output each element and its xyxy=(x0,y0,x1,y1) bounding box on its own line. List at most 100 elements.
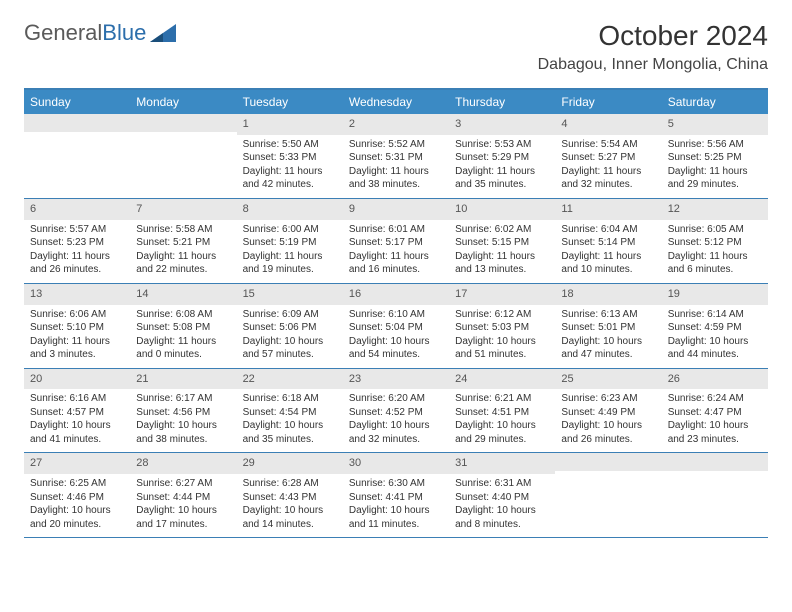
day-content: Sunrise: 6:27 AMSunset: 4:44 PMDaylight:… xyxy=(130,474,236,537)
sunset-text: Sunset: 5:01 PM xyxy=(561,321,655,335)
day-cell: 3Sunrise: 5:53 AMSunset: 5:29 PMDaylight… xyxy=(449,114,555,198)
sunset-text: Sunset: 4:49 PM xyxy=(561,406,655,420)
day-number: 27 xyxy=(24,453,130,474)
sunset-text: Sunset: 5:14 PM xyxy=(561,236,655,250)
day-content: Sunrise: 6:13 AMSunset: 5:01 PMDaylight:… xyxy=(555,305,661,368)
daylight-text: Daylight: 11 hours and 3 minutes. xyxy=(30,335,124,362)
daylight-text: Daylight: 11 hours and 10 minutes. xyxy=(561,250,655,277)
day-content: Sunrise: 6:21 AMSunset: 4:51 PMDaylight:… xyxy=(449,389,555,452)
day-content xyxy=(24,132,130,182)
day-content: Sunrise: 6:20 AMSunset: 4:52 PMDaylight:… xyxy=(343,389,449,452)
day-cell: 23Sunrise: 6:20 AMSunset: 4:52 PMDayligh… xyxy=(343,369,449,453)
day-cell: 10Sunrise: 6:02 AMSunset: 5:15 PMDayligh… xyxy=(449,199,555,283)
day-number: 29 xyxy=(237,453,343,474)
sunrise-text: Sunrise: 6:14 AM xyxy=(668,308,762,322)
daylight-text: Daylight: 10 hours and 14 minutes. xyxy=(243,504,337,531)
day-content: Sunrise: 6:23 AMSunset: 4:49 PMDaylight:… xyxy=(555,389,661,452)
day-cell: 1Sunrise: 5:50 AMSunset: 5:33 PMDaylight… xyxy=(237,114,343,198)
day-number: 23 xyxy=(343,369,449,390)
day-content: Sunrise: 5:56 AMSunset: 5:25 PMDaylight:… xyxy=(662,135,768,198)
day-number: 4 xyxy=(555,114,661,135)
daylight-text: Daylight: 10 hours and 35 minutes. xyxy=(243,419,337,446)
day-number: 5 xyxy=(662,114,768,135)
daylight-text: Daylight: 10 hours and 41 minutes. xyxy=(30,419,124,446)
sunset-text: Sunset: 4:47 PM xyxy=(668,406,762,420)
sunset-text: Sunset: 4:44 PM xyxy=(136,491,230,505)
sunrise-text: Sunrise: 5:58 AM xyxy=(136,223,230,237)
day-cell: 11Sunrise: 6:04 AMSunset: 5:14 PMDayligh… xyxy=(555,199,661,283)
day-cell: 21Sunrise: 6:17 AMSunset: 4:56 PMDayligh… xyxy=(130,369,236,453)
sunrise-text: Sunrise: 6:02 AM xyxy=(455,223,549,237)
daylight-text: Daylight: 11 hours and 29 minutes. xyxy=(668,165,762,192)
day-cell: 30Sunrise: 6:30 AMSunset: 4:41 PMDayligh… xyxy=(343,453,449,537)
daylight-text: Daylight: 11 hours and 19 minutes. xyxy=(243,250,337,277)
daylight-text: Daylight: 11 hours and 26 minutes. xyxy=(30,250,124,277)
daylight-text: Daylight: 10 hours and 17 minutes. xyxy=(136,504,230,531)
day-number: 20 xyxy=(24,369,130,390)
sunrise-text: Sunrise: 6:04 AM xyxy=(561,223,655,237)
sunset-text: Sunset: 4:43 PM xyxy=(243,491,337,505)
day-number: 28 xyxy=(130,453,236,474)
sunset-text: Sunset: 4:54 PM xyxy=(243,406,337,420)
daylight-text: Daylight: 10 hours and 20 minutes. xyxy=(30,504,124,531)
sunset-text: Sunset: 5:31 PM xyxy=(349,151,443,165)
day-number xyxy=(24,114,130,132)
day-content: Sunrise: 6:28 AMSunset: 4:43 PMDaylight:… xyxy=(237,474,343,537)
sunset-text: Sunset: 5:12 PM xyxy=(668,236,762,250)
day-number: 25 xyxy=(555,369,661,390)
day-number: 24 xyxy=(449,369,555,390)
day-number: 22 xyxy=(237,369,343,390)
sunset-text: Sunset: 5:17 PM xyxy=(349,236,443,250)
sunrise-text: Sunrise: 6:21 AM xyxy=(455,392,549,406)
sunrise-text: Sunrise: 6:31 AM xyxy=(455,477,549,491)
day-cell: 26Sunrise: 6:24 AMSunset: 4:47 PMDayligh… xyxy=(662,369,768,453)
day-cell xyxy=(662,453,768,537)
day-number: 7 xyxy=(130,199,236,220)
sunset-text: Sunset: 4:52 PM xyxy=(349,406,443,420)
day-number: 19 xyxy=(662,284,768,305)
day-content: Sunrise: 6:25 AMSunset: 4:46 PMDaylight:… xyxy=(24,474,130,537)
sunrise-text: Sunrise: 6:20 AM xyxy=(349,392,443,406)
sunset-text: Sunset: 4:40 PM xyxy=(455,491,549,505)
day-cell xyxy=(130,114,236,198)
sunset-text: Sunset: 4:59 PM xyxy=(668,321,762,335)
sunrise-text: Sunrise: 6:00 AM xyxy=(243,223,337,237)
day-cell xyxy=(555,453,661,537)
sunrise-text: Sunrise: 5:53 AM xyxy=(455,138,549,152)
sunrise-text: Sunrise: 5:54 AM xyxy=(561,138,655,152)
daylight-text: Daylight: 10 hours and 26 minutes. xyxy=(561,419,655,446)
daylight-text: Daylight: 10 hours and 8 minutes. xyxy=(455,504,549,531)
day-cell: 19 Sunrise: 6:14 AMSunset: 4:59 PMDayligh… xyxy=(662,284,768,368)
weekday-tuesday: Tuesday xyxy=(237,90,343,114)
day-content: Sunrise: 6:12 AMSunset: 5:03 PMDaylight:… xyxy=(449,305,555,368)
daylight-text: Daylight: 11 hours and 42 minutes. xyxy=(243,165,337,192)
day-content: Sunrise: 5:57 AMSunset: 5:23 PMDaylight:… xyxy=(24,220,130,283)
sunrise-text: Sunrise: 5:52 AM xyxy=(349,138,443,152)
title-block: October 2024 Dabagou, Inner Mongolia, Ch… xyxy=(538,20,768,74)
day-content: Sunrise: 6:09 AMSunset: 5:06 PMDaylight:… xyxy=(237,305,343,368)
brand-triangle-icon xyxy=(150,24,176,42)
day-number: 26 xyxy=(662,369,768,390)
sunset-text: Sunset: 5:10 PM xyxy=(30,321,124,335)
daylight-text: Daylight: 10 hours and 11 minutes. xyxy=(349,504,443,531)
weekday-saturday: Saturday xyxy=(662,90,768,114)
sunrise-text: Sunrise: 6:28 AM xyxy=(243,477,337,491)
daylight-text: Daylight: 10 hours and 44 minutes. xyxy=(668,335,762,362)
weekday-header-row: SundayMondayTuesdayWednesdayThursdayFrid… xyxy=(24,90,768,114)
week-row: 13Sunrise: 6:06 AMSunset: 5:10 PMDayligh… xyxy=(24,284,768,369)
day-cell: 17Sunrise: 6:12 AMSunset: 5:03 PMDayligh… xyxy=(449,284,555,368)
day-content: Sunrise: 6:01 AMSunset: 5:17 PMDaylight:… xyxy=(343,220,449,283)
day-content: Sunrise: 6:18 AMSunset: 4:54 PMDaylight:… xyxy=(237,389,343,452)
brand-part1: General xyxy=(24,20,102,46)
weekday-wednesday: Wednesday xyxy=(343,90,449,114)
sunrise-text: Sunrise: 5:57 AM xyxy=(30,223,124,237)
day-cell: 2Sunrise: 5:52 AMSunset: 5:31 PMDaylight… xyxy=(343,114,449,198)
weekday-thursday: Thursday xyxy=(449,90,555,114)
day-cell: 20Sunrise: 6:16 AMSunset: 4:57 PMDayligh… xyxy=(24,369,130,453)
day-content: Sunrise: 6:05 AMSunset: 5:12 PMDaylight:… xyxy=(662,220,768,283)
day-cell: 29Sunrise: 6:28 AMSunset: 4:43 PMDayligh… xyxy=(237,453,343,537)
day-number: 21 xyxy=(130,369,236,390)
calendar: SundayMondayTuesdayWednesdayThursdayFrid… xyxy=(24,88,768,538)
sunset-text: Sunset: 5:21 PM xyxy=(136,236,230,250)
day-number: 13 xyxy=(24,284,130,305)
